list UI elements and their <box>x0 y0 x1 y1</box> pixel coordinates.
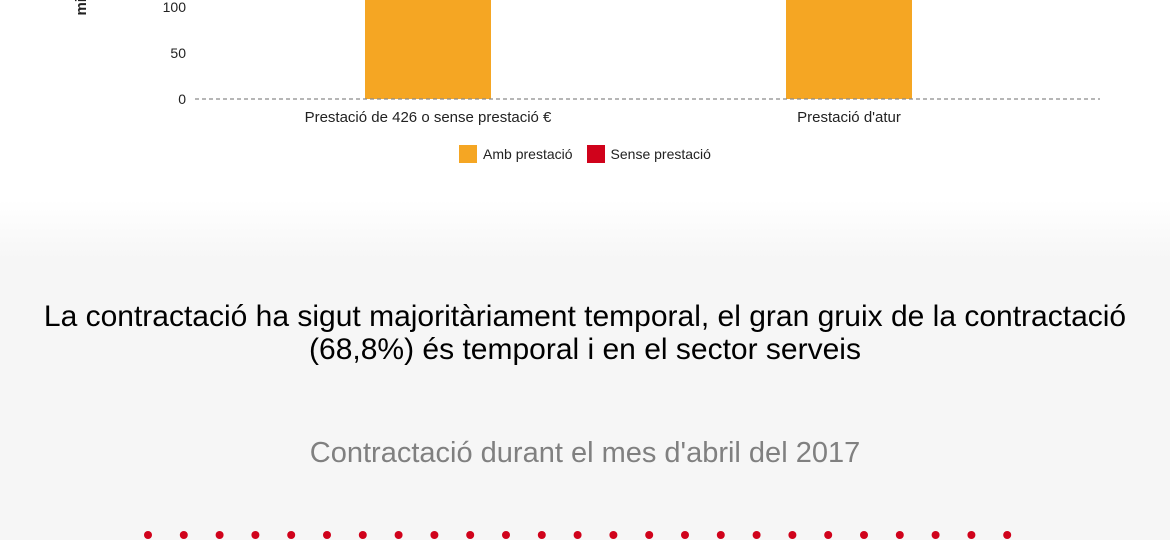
separator-dot <box>716 531 725 539</box>
y-tick-label: 0 <box>178 91 186 107</box>
x-tick-label: Prestació de 426 o sense prestació € <box>305 109 552 126</box>
separator-dot <box>358 531 367 539</box>
y-tick-label: 50 <box>170 45 186 61</box>
headline: La contractació ha sigut majoritàriament… <box>43 300 1127 366</box>
separator-dot <box>144 531 152 539</box>
y-axis-label: mi <box>73 0 90 16</box>
separator-dot <box>251 531 260 539</box>
legend-label-sense: Sense prestació <box>610 146 711 162</box>
separator-dot <box>430 531 439 539</box>
legend-label-amb: Amb prestació <box>483 146 573 162</box>
separator-dot <box>931 531 940 539</box>
dot-separator <box>144 531 1012 539</box>
separator-dot <box>215 531 224 539</box>
x-axis-ticks: Prestació de 426 o sense prestació € Pres… <box>305 109 901 126</box>
separator-dot <box>1003 531 1012 539</box>
separator-dot <box>573 531 582 539</box>
separator-dot <box>609 531 618 539</box>
separator-dot <box>466 531 475 539</box>
y-axis-ticks: 100 50 0 <box>163 0 187 107</box>
separator-dot <box>824 531 833 539</box>
separator-dot <box>860 531 868 539</box>
bars <box>365 0 912 99</box>
lower-section <box>0 200 1170 540</box>
separator-dot <box>394 531 403 539</box>
separator-dot <box>537 531 546 539</box>
chart-area: mi 100 50 0 Prestació de 426 o sense prest… <box>0 0 1170 200</box>
bar-amb-0[interactable] <box>365 0 491 99</box>
chart-legend: Amb prestació Sense prestació <box>0 145 1170 163</box>
separator-dot <box>323 531 331 539</box>
bar-amb-1[interactable] <box>786 0 912 99</box>
separator-dot <box>788 531 797 539</box>
section-subtitle: Contractació durant el mes d'abril del 2… <box>309 437 861 469</box>
separator-dot <box>502 531 510 539</box>
separator-dot <box>287 531 296 539</box>
legend-swatch-amb <box>459 145 478 163</box>
legend-swatch-sense <box>586 145 605 163</box>
separator-dot <box>895 531 904 539</box>
separator-dot <box>645 531 654 539</box>
separator-dot <box>179 531 188 539</box>
y-tick-label: 100 <box>163 0 187 15</box>
separator-dot <box>752 531 761 539</box>
legend-item-sense[interactable]: Sense prestació <box>586 145 711 163</box>
legend-item-amb[interactable]: Amb prestació <box>459 145 573 163</box>
x-tick-label: Prestació d'atur <box>797 109 901 126</box>
separator-dot <box>681 531 689 539</box>
bar-chart: mi 100 50 0 Prestació de 426 o sense prest… <box>73 0 1100 126</box>
separator-dot <box>967 531 976 539</box>
